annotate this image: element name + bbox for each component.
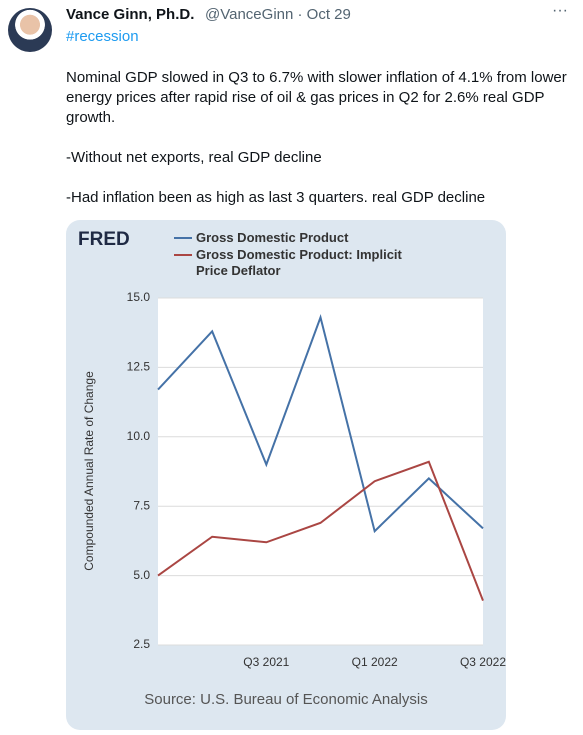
legend-swatch bbox=[174, 237, 192, 239]
chart-card[interactable]: FRED Compounded Annual Rate of Change So… bbox=[66, 220, 506, 730]
more-menu[interactable]: ··· bbox=[552, 2, 568, 19]
plot-area bbox=[158, 298, 483, 645]
y-tick-label: 15.0 bbox=[127, 290, 151, 304]
paragraph: -Without net exports, real GDP decline bbox=[66, 149, 322, 166]
author-meta[interactable]: @VanceGinn · Oct 29 bbox=[205, 6, 351, 23]
y-axis-label: Compounded Annual Rate of Change bbox=[82, 371, 96, 571]
y-tick-label: 10.0 bbox=[127, 429, 151, 443]
chart: FRED Compounded Annual Rate of Change So… bbox=[78, 229, 506, 708]
x-tick-label: Q1 2022 bbox=[352, 655, 398, 669]
source: Source: U.S. Bureau of Economic Analysis bbox=[144, 691, 427, 708]
y-tick-label: 2.5 bbox=[133, 637, 150, 651]
logo: FRED bbox=[78, 229, 130, 250]
legend: Gross Domestic Product Gross Domestic Pro… bbox=[174, 230, 426, 280]
paragraph: -Had inflation been as high as last 3 qu… bbox=[66, 189, 486, 206]
author-name[interactable]: Vance Ginn, Ph.D. bbox=[66, 6, 195, 23]
series-line bbox=[157, 460, 484, 601]
y-tick-label: 5.0 bbox=[133, 568, 150, 582]
legend-item: Gross Domestic Product: Implicit Price D… bbox=[174, 247, 426, 279]
hashtag[interactable]: #recession bbox=[66, 28, 139, 45]
legend-swatch bbox=[174, 254, 192, 256]
avatar[interactable] bbox=[8, 8, 52, 52]
series-line bbox=[157, 314, 484, 534]
y-tick-label: 12.5 bbox=[127, 360, 151, 374]
legend-item: Gross Domestic Product bbox=[174, 230, 426, 246]
y-tick-label: 7.5 bbox=[133, 498, 150, 512]
legend-label: Gross Domestic Product: Implicit Price D… bbox=[196, 247, 402, 278]
x-tick-label: Q3 2021 bbox=[243, 655, 289, 669]
legend-label: Gross Domestic Product bbox=[196, 230, 349, 245]
paragraph: Nominal GDP slowed in Q3 to 6.7% with sl… bbox=[66, 69, 567, 126]
x-tick-label: Q3 2022 bbox=[460, 655, 506, 669]
tweet-text: Nominal GDP slowed in Q3 to 6.7% with sl… bbox=[66, 68, 571, 228]
